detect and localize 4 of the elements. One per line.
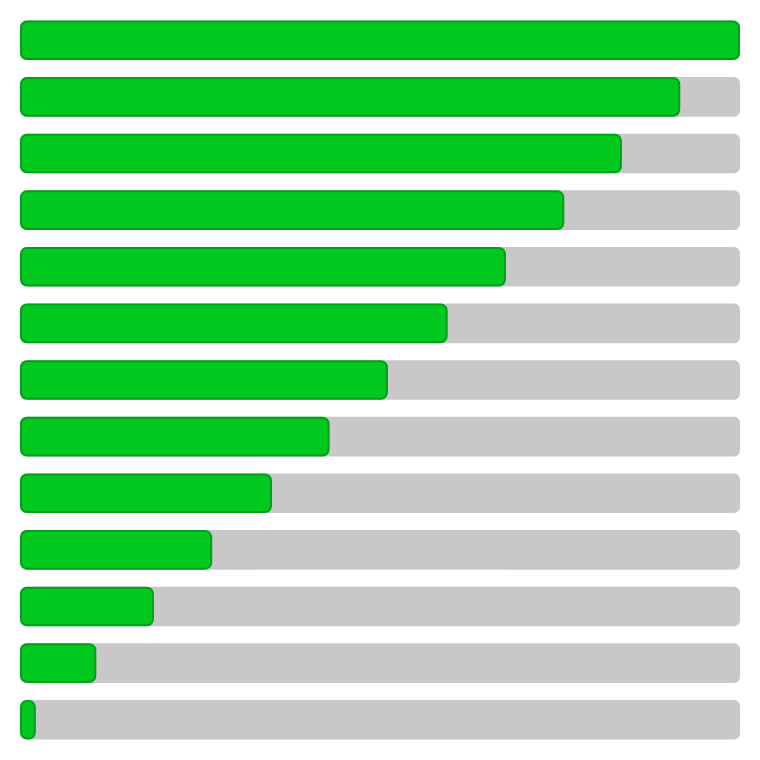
bar — [20, 643, 97, 683]
bar — [20, 530, 213, 570]
bar — [20, 699, 36, 740]
bar — [20, 586, 154, 627]
